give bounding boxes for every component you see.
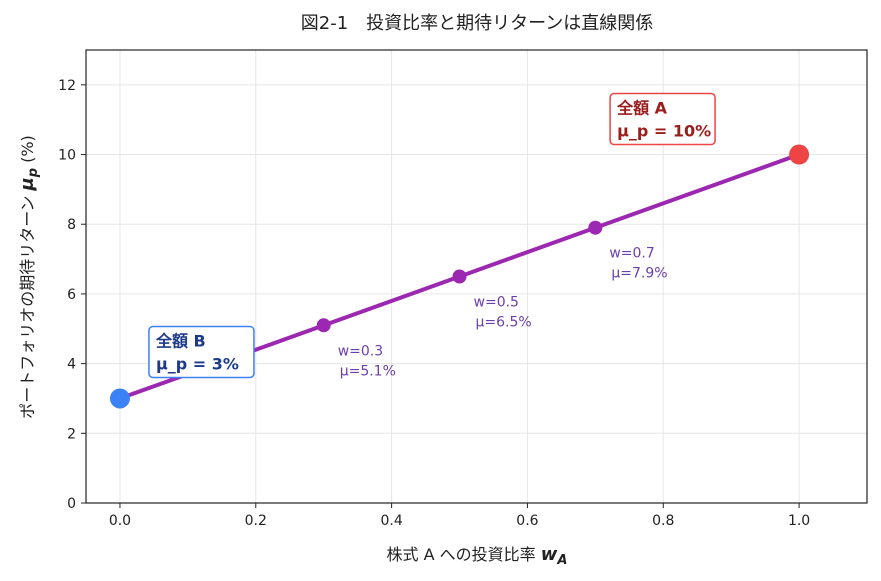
y-tick-label: 12 xyxy=(58,78,76,94)
x-tick-label: 0.4 xyxy=(380,513,402,529)
endpoint-label-line2: μ_p = 10% xyxy=(617,122,711,141)
data-point xyxy=(588,220,603,235)
endpoint-label-line2: μ_p = 3% xyxy=(156,354,239,373)
x-axis-title-text: 株式 A への投資比率 xyxy=(387,545,541,564)
data-point-label-w: w=0.5 xyxy=(474,295,519,311)
endpoint-label-box xyxy=(148,325,255,379)
endpoint-label-line1: 全額 B xyxy=(155,331,206,350)
y-axis-title: ポートフォリオの期待リターン μp (%) xyxy=(17,135,41,419)
endpoint-marker xyxy=(789,144,810,165)
x-axis-title-sub: A xyxy=(556,553,567,568)
data-point xyxy=(452,269,467,284)
x-tick-label: 1.0 xyxy=(788,513,810,529)
data-point-label-mu: μ=7.9% xyxy=(611,266,667,282)
endpoint-marker xyxy=(109,388,130,409)
x-tick-label: 0.0 xyxy=(109,513,131,529)
data-point-label-w: w=0.3 xyxy=(338,343,383,359)
y-axis-title-text: ポートフォリオの期待リターン xyxy=(18,191,37,419)
grid xyxy=(86,50,867,504)
y-tick-label: 6 xyxy=(67,287,76,303)
y-tick-label: 4 xyxy=(67,357,76,373)
endpoints: 全額 B μ_p = 3% 全額 A μ_p = 10% xyxy=(109,92,810,409)
endpoint-label-box xyxy=(609,92,716,146)
y-axis-title-sub: p xyxy=(26,168,41,178)
data-point-label-w: w=0.7 xyxy=(609,246,654,262)
y-tick-label: 8 xyxy=(67,217,76,233)
x-axis-title: 株式 A への投資比率 wA xyxy=(387,544,568,568)
endpoint-label-line1: 全額 A xyxy=(616,99,668,118)
x-axis-title-math: w xyxy=(541,544,558,565)
plot-frame xyxy=(85,49,868,504)
chart-title: 図2-1 投資比率と期待リターンは直線関係 xyxy=(301,13,654,34)
x-tick-label: 0.6 xyxy=(516,513,538,529)
y-axis-title-unit: (%) xyxy=(18,135,37,168)
y-tick-label: 10 xyxy=(58,148,76,164)
y-tick-label: 2 xyxy=(67,426,76,442)
data-point-label-mu: μ=5.1% xyxy=(340,363,396,379)
x-axis: 0.0 0.2 0.4 0.6 0.8 1.0 xyxy=(109,503,810,529)
data-points: w=0.3 μ=5.1% w=0.5 μ=6.5% w=0.7 μ=7.9% xyxy=(316,220,668,379)
y-tick-label: 0 xyxy=(67,496,76,512)
data-point-label-mu: μ=6.5% xyxy=(476,315,532,331)
x-tick-label: 0.8 xyxy=(652,513,674,529)
data-point xyxy=(316,318,331,333)
x-tick-label: 0.2 xyxy=(245,513,267,529)
y-axis-title-math: μ xyxy=(17,177,38,191)
y-axis: 0 2 4 6 8 10 12 xyxy=(58,78,86,512)
